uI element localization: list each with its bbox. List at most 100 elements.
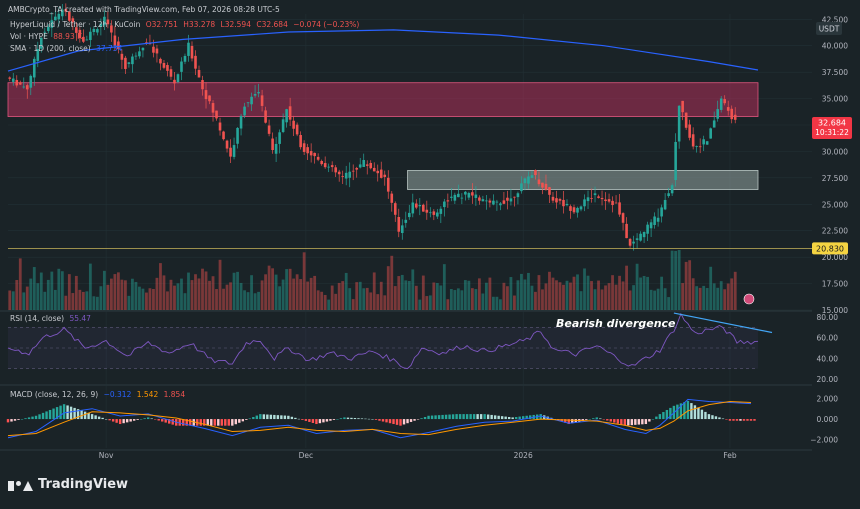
volume-bar [502,282,506,310]
candle-body [688,124,691,138]
candle-body [625,223,628,239]
volume-bar [92,296,96,310]
volume-bar [586,275,590,310]
candle-body [411,202,415,214]
volume-bar [604,285,607,310]
volume-bar [211,276,215,310]
candle-body [712,120,716,128]
candle-body [551,196,555,201]
macd-hist-bar [381,419,385,422]
volume-bar [292,278,296,310]
price-tick-label: 22.500 [822,227,848,236]
volume-bar [267,265,271,310]
candle-body [565,203,569,206]
volume-bar [365,287,369,310]
macd-hist-bar [297,418,301,420]
macd-hist-bar [486,414,490,420]
candle-body [309,151,313,156]
candle-body [600,197,604,200]
macd-hist-bar [641,419,644,425]
candle-body [302,143,306,152]
candle-body [176,74,180,83]
candle-body [467,193,471,198]
macd-hist-bar [276,415,280,420]
candle-body [443,201,446,208]
volume-bar [439,285,443,310]
macd-hist-bar [367,418,371,420]
volume-bar [71,293,75,310]
volume-bar [698,287,702,310]
macd-hist-bar [588,419,591,420]
macd-hist-bar [238,419,241,423]
macd-hist-bar [392,419,395,425]
volume-bar [78,289,82,310]
macd-hist-bar [287,415,290,420]
volume-bar [295,274,299,310]
macd-hist-bar [273,414,276,420]
candle-body [635,238,639,240]
volume-bar [446,299,450,310]
volume-bar [702,285,706,310]
candle-body [660,207,663,217]
candle-body [530,175,534,178]
candle-body [544,183,548,190]
volume-bar [344,272,348,310]
candle-body [295,124,299,135]
candle-body [422,204,425,212]
macd-hist-bar [168,419,171,424]
volume-bar [127,295,131,310]
macd-hist-bar [17,419,20,420]
macd-hist-bar [746,419,749,421]
zones [7,82,759,190]
candle-body [117,41,120,50]
volume-bars [6,250,756,426]
macd-hist-bar [332,419,336,420]
candle-body [348,171,352,178]
volume-bar [544,283,548,310]
macd-hist-bar [564,419,567,423]
volume-bar [116,272,120,310]
macd-hist-bar [567,419,570,425]
volume-bar [88,263,92,310]
rsi-tick-label: 60.00 [817,334,839,343]
volume-bar [176,283,180,310]
sma-legend-value: 37.734 [96,44,123,53]
macd-tick-label: −2.000 [810,436,838,445]
volume-bar [162,275,166,310]
volume-bar [218,259,222,310]
candle-body [187,42,190,56]
macd-hist-bar [497,415,500,420]
volume-bar [85,291,89,310]
indicator-lines [7,29,812,439]
volume-bar [656,288,660,310]
volume-bar [141,288,145,310]
macd-hist-bar [458,414,462,420]
macd-hist-bar [374,419,378,420]
macd-hist-bar [231,419,234,426]
macd-hist-bar [255,415,259,420]
bearish-divergence-label: Bearish divergence [556,317,676,330]
volume-bar [313,275,317,310]
candle-body [397,216,401,232]
candle-body [152,46,155,53]
candle-body [61,9,64,17]
volume-bar [509,277,513,310]
volume-bar [194,274,197,310]
candle-body [583,199,586,207]
candle-body [618,202,621,215]
volume-bar [369,292,373,310]
candle-body [141,47,145,51]
signal-line [7,400,752,437]
macd-hist-bar [220,419,223,426]
candle-body [145,42,148,44]
candle-body [82,36,85,42]
macd-hist-bar [406,419,409,424]
macd-hist-bar [620,419,623,425]
volume-bar [435,283,439,310]
macd-hist-bar [609,419,613,422]
volume-bar [95,296,99,310]
bar-countdown: 10:31:22 [815,128,849,137]
volume-legend-title: Vol · HYPE [10,32,48,41]
macd-hist-bar [294,417,297,420]
